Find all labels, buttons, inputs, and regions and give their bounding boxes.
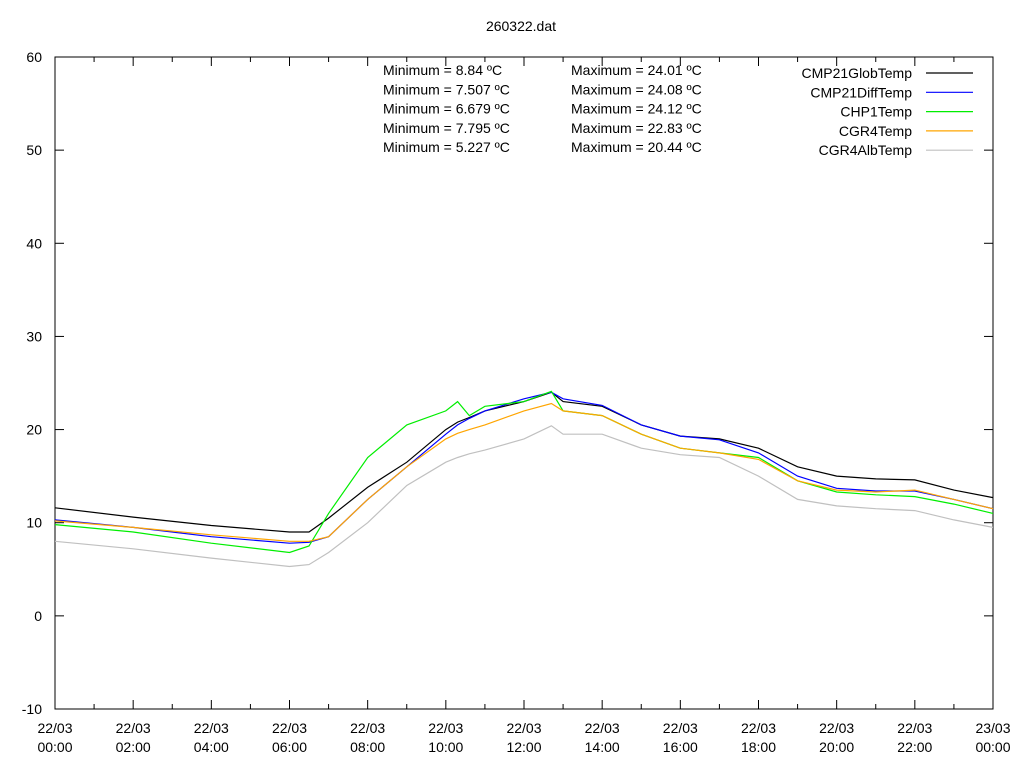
- stat-maximum: Maximum = 24.01 ºC: [571, 62, 702, 78]
- legend-label: CGR4AlbTemp: [819, 142, 913, 158]
- series-line-CMP21GlobTemp: [54, 391, 994, 533]
- stat-minimum: Minimum = 5.227 ºC: [383, 139, 510, 155]
- x-tick-date: 22/03: [194, 720, 229, 736]
- x-tick-time: 10:00: [428, 739, 463, 755]
- x-tick-time: 20:00: [819, 739, 854, 755]
- axes: -10 0 10 20 30 40 50 60 22/03 00:00 22/03 02:00 22/0…: [22, 49, 1011, 755]
- y-tick-label: 50: [26, 142, 42, 158]
- stat-minimum: Minimum = 6.679 ºC: [383, 101, 510, 117]
- legend: CMP21GlobTemp CMP21DiffTemp CHP1Temp CGR4Te…: [802, 65, 973, 158]
- series-lines: [54, 390, 994, 568]
- series-line-CMP21DiffTemp: [54, 391, 994, 544]
- legend-label: CGR4Temp: [839, 123, 912, 139]
- y-tick-label: 10: [26, 515, 42, 531]
- y-tick-label: 0: [34, 608, 42, 624]
- x-tick-time: 18:00: [741, 739, 776, 755]
- x-tick-time: 08:00: [350, 739, 385, 755]
- stat-maximum: Maximum = 22.83 ºC: [571, 120, 702, 136]
- x-tick-time: 12:00: [506, 739, 541, 755]
- legend-label: CMP21GlobTemp: [802, 65, 913, 81]
- legend-label: CMP21DiffTemp: [810, 84, 912, 100]
- stat-minimum: Minimum = 7.795 ºC: [383, 120, 510, 136]
- series-line-CGR4Temp: [54, 402, 994, 542]
- x-tick-date: 22/03: [428, 720, 463, 736]
- x-tick-time: 00:00: [37, 739, 72, 755]
- stat-maximum: Maximum = 24.08 ºC: [571, 81, 702, 97]
- stat-minimum: Minimum = 7.507 ºC: [383, 81, 510, 97]
- x-tick-time: 06:00: [272, 739, 307, 755]
- x-tick-date: 22/03: [506, 720, 541, 736]
- stats-annotations: Minimum = 8.84 ºC Maximum = 24.01 ºC Minim…: [383, 62, 702, 155]
- x-tick-time: 04:00: [194, 739, 229, 755]
- x-tick-date: 22/03: [585, 720, 620, 736]
- x-tick-date: 22/03: [741, 720, 776, 736]
- legend-label: CHP1Temp: [840, 104, 912, 120]
- x-tick-date: 23/03: [975, 720, 1010, 736]
- x-tick-date: 22/03: [37, 720, 72, 736]
- stat-maximum: Maximum = 24.12 ºC: [571, 101, 702, 117]
- y-tick-label: 20: [26, 422, 42, 438]
- x-tick-date: 22/03: [663, 720, 698, 736]
- x-tick-date: 22/03: [897, 720, 932, 736]
- y-tick-label: 30: [26, 328, 42, 344]
- series-line-CGR4AlbTemp: [54, 425, 994, 568]
- x-tick-date: 22/03: [272, 720, 307, 736]
- y-tick-label: 60: [26, 49, 42, 65]
- x-tick-time: 14:00: [585, 739, 620, 755]
- x-tick-time: 22:00: [897, 739, 932, 755]
- y-tick-label: 40: [26, 235, 42, 251]
- series-line-CHP1Temp: [54, 390, 994, 554]
- x-tick-time: 16:00: [663, 739, 698, 755]
- x-tick-date: 22/03: [116, 720, 151, 736]
- x-tick-date: 22/03: [819, 720, 854, 736]
- chart-title: 260322.dat: [486, 18, 556, 34]
- stat-maximum: Maximum = 20.44 ºC: [571, 139, 702, 155]
- x-tick-date: 22/03: [350, 720, 385, 736]
- x-tick-time: 02:00: [116, 739, 151, 755]
- stat-minimum: Minimum = 8.84 ºC: [383, 62, 502, 78]
- y-tick-label: -10: [22, 701, 42, 717]
- x-tick-time: 00:00: [975, 739, 1010, 755]
